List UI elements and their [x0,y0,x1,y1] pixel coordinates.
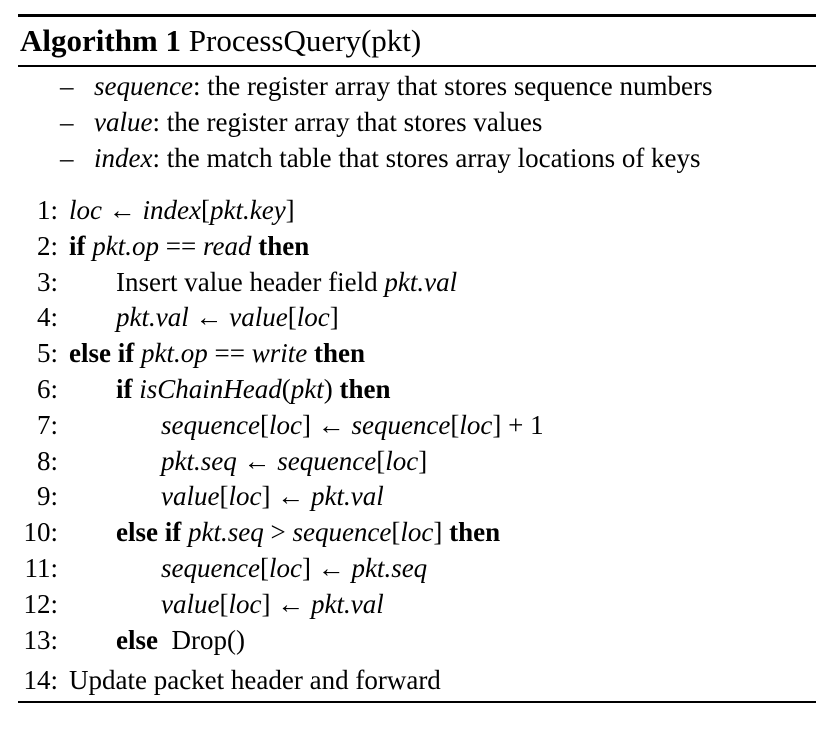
algorithm-block: Algorithm 1 ProcessQuery(pkt) – sequence:… [18,14,816,703]
bullet-dash: – [60,143,74,173]
line-number: 12: [23,588,58,619]
declaration-name: value [94,107,153,137]
line-number: 4: [36,302,58,333]
declaration-item: – index: the match table that stores arra… [60,140,713,176]
algorithm-name: ProcessQuery(pkt) [188,23,422,58]
line-code: sequence[loc] ← pkt.seq [161,552,428,583]
line-number: 5: [36,338,58,369]
line-code: loc ← index[pkt.key] [69,195,295,225]
bullet-dash: – [60,71,74,101]
line-number: 11: [24,552,59,583]
line-code: else if pkt.seq > sequence[loc] then [116,517,501,548]
line-code: else if pkt.op == write then [69,338,365,369]
title-rule [18,65,816,67]
algorithm-title: Algorithm 1 ProcessQuery(pkt) [20,21,421,61]
line-number: 7: [36,409,58,440]
line-code: if isChainHead(pkt) then [116,373,391,404]
bottom-rule [18,701,816,703]
line-number: 9: [36,481,58,512]
line-code: Insert value header field pkt.val [116,266,458,297]
top-rule [18,14,816,17]
line-number: 14: [23,665,58,696]
declaration-item: – value: the register array that stores v… [60,104,713,140]
declaration-description: : the register array that stores sequenc… [192,71,713,101]
line-code: pkt.val ← value[loc] [116,302,339,333]
line-code: if pkt.op == read then [69,230,310,261]
declaration-name: sequence [94,71,193,101]
line-number: 8: [36,445,58,476]
line-number: 10: [23,517,58,548]
line-number: 13: [23,624,58,655]
line-number: 2: [36,230,58,261]
declaration-item: – sequence: the register array that store… [60,68,713,104]
algorithm-label: Algorithm 1 [20,23,182,58]
declaration-list: – sequence: the register array that store… [60,68,713,176]
line-code: sequence[loc] ← sequence[loc] + 1 [161,409,544,440]
line-code: pkt.seq ← sequence[loc] [161,445,428,476]
line-code: else Drop() [116,624,245,655]
line-number: 3: [36,266,58,297]
declaration-name: index [94,143,153,173]
line-number: 6: [36,373,58,404]
declaration-description: : the match table that stores array loca… [152,143,701,173]
line-code: value[loc] ← pkt.val [161,588,384,619]
line-number: 1: [36,195,58,225]
declaration-description: : the register array that stores values [152,107,543,137]
bullet-dash: – [60,107,74,137]
line-code: value[loc] ← pkt.val [161,481,384,512]
line-code: Update packet header and forward [69,665,441,696]
